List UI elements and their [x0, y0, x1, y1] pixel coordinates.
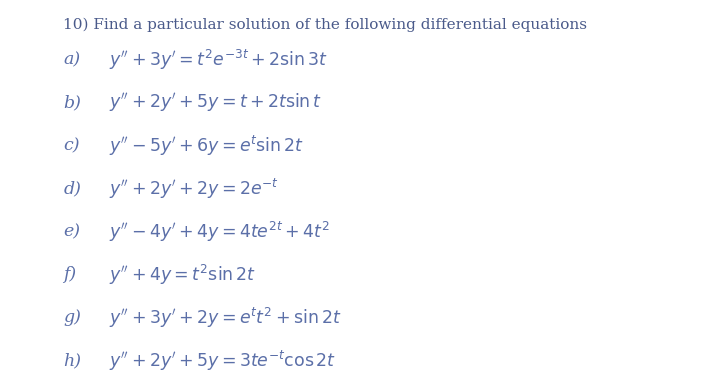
Text: $y'' + 2y' + 5y = 3te^{-t}\cos 2t$: $y'' + 2y' + 5y = 3te^{-t}\cos 2t$: [109, 349, 337, 372]
Text: g): g): [63, 309, 81, 326]
Text: b): b): [63, 94, 81, 111]
Text: d): d): [63, 180, 81, 197]
Text: h): h): [63, 352, 82, 369]
Text: $y'' + 2y' + 5y = t + 2t\sin t$: $y'' + 2y' + 5y = t + 2t\sin t$: [109, 91, 322, 114]
Text: $y'' + 2y' + 2y = 2e^{-t}$: $y'' + 2y' + 2y = 2e^{-t}$: [109, 177, 279, 200]
Text: $y'' - 4y' + 4y = 4te^{2t} + 4t^2$: $y'' - 4y' + 4y = 4te^{2t} + 4t^2$: [109, 220, 330, 243]
Text: 10) Find a particular solution of the following differential equations: 10) Find a particular solution of the fo…: [63, 17, 587, 31]
Text: f): f): [63, 266, 77, 283]
Text: $y'' + 3y' + 2y = e^t t^2 + \sin 2t$: $y'' + 3y' + 2y = e^t t^2 + \sin 2t$: [109, 306, 341, 329]
Text: e): e): [63, 223, 80, 240]
Text: c): c): [63, 137, 80, 154]
Text: $y'' + 4y = t^2\sin 2t$: $y'' + 4y = t^2\sin 2t$: [109, 263, 256, 286]
Text: a): a): [63, 51, 80, 68]
Text: $y'' + 3y' = t^2e^{-3t} + 2\sin 3t$: $y'' + 3y' = t^2e^{-3t} + 2\sin 3t$: [109, 48, 328, 71]
Text: $y'' - 5y' + 6y = e^t\sin 2t$: $y'' - 5y' + 6y = e^t\sin 2t$: [109, 134, 304, 157]
